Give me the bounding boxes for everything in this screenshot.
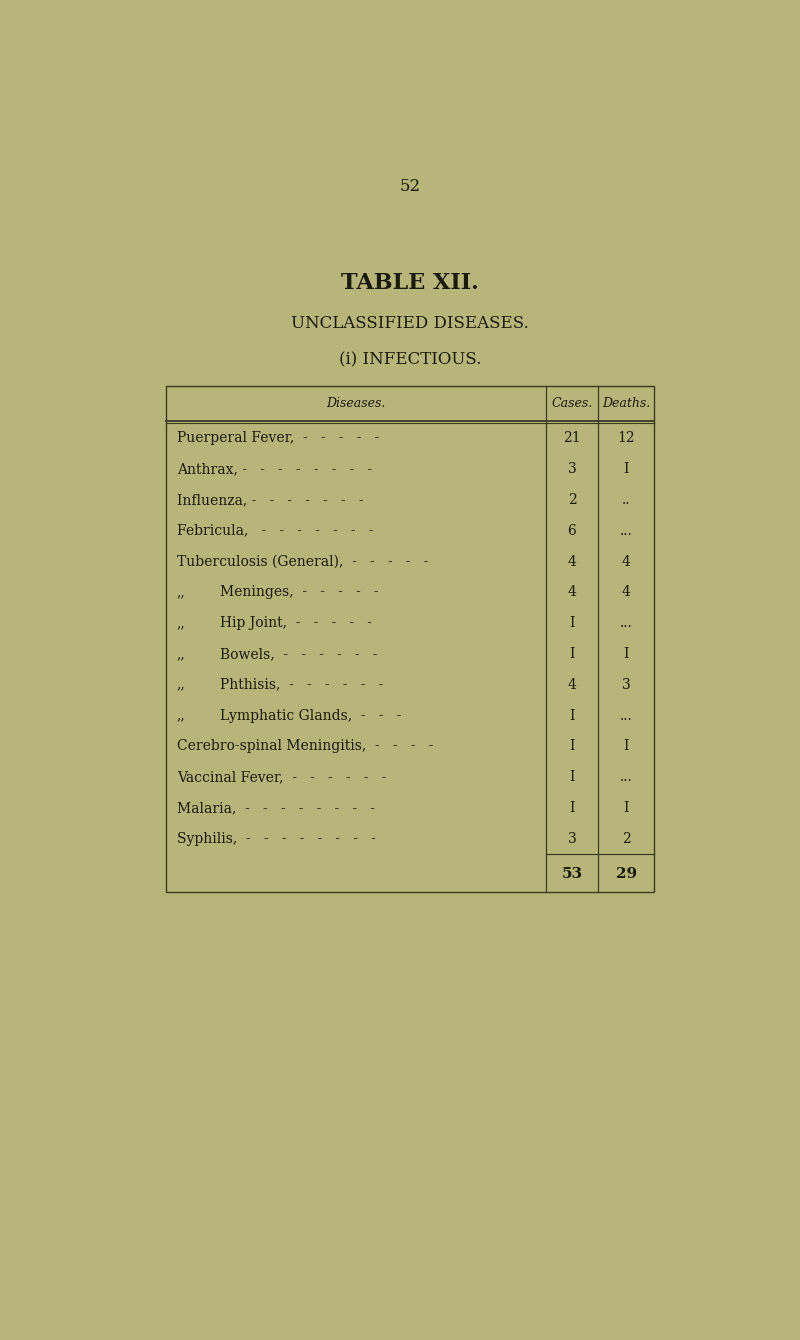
- Text: 4: 4: [567, 586, 577, 599]
- Text: Phthisis,  -   -   -   -   -   -: Phthisis, - - - - - -: [220, 678, 383, 691]
- Text: 21: 21: [563, 431, 581, 445]
- Text: 3: 3: [568, 462, 576, 476]
- Text: Hip Joint,  -   -   -   -   -: Hip Joint, - - - - -: [220, 616, 372, 630]
- Text: ...: ...: [620, 709, 633, 722]
- Text: Puerperal Fever,  -   -   -   -   -: Puerperal Fever, - - - - -: [177, 431, 379, 445]
- Text: (i) INFECTIOUS.: (i) INFECTIOUS.: [339, 351, 481, 369]
- Text: Cerebro-spinal Meningitis,  -   -   -   -: Cerebro-spinal Meningitis, - - - -: [177, 740, 433, 753]
- Text: I: I: [570, 770, 574, 784]
- Text: 3: 3: [622, 678, 630, 691]
- Text: Lymphatic Glands,  -   -   -: Lymphatic Glands, - - -: [220, 709, 402, 722]
- Text: ,,: ,,: [177, 709, 186, 722]
- Text: 12: 12: [618, 431, 635, 445]
- Text: Deaths.: Deaths.: [602, 397, 650, 410]
- Text: ...: ...: [620, 616, 633, 630]
- Text: I: I: [570, 801, 574, 815]
- Text: Vaccinal Fever,  -   -   -   -   -   -: Vaccinal Fever, - - - - - -: [177, 770, 386, 784]
- Text: 3: 3: [568, 832, 576, 846]
- Text: 4: 4: [622, 586, 630, 599]
- Text: Febricula,   -   -   -   -   -   -   -: Febricula, - - - - - - -: [177, 524, 374, 537]
- Text: I: I: [570, 616, 574, 630]
- Text: Syphilis,  -   -   -   -   -   -   -   -: Syphilis, - - - - - - - -: [177, 832, 376, 846]
- Text: I: I: [623, 801, 629, 815]
- Text: 2: 2: [622, 832, 630, 846]
- Text: 53: 53: [562, 867, 582, 882]
- Text: ...: ...: [620, 524, 633, 537]
- Text: ..: ..: [622, 493, 630, 507]
- Text: ,,: ,,: [177, 647, 186, 661]
- Text: Diseases.: Diseases.: [326, 397, 386, 410]
- Text: 52: 52: [399, 178, 421, 194]
- Text: I: I: [623, 462, 629, 476]
- Text: I: I: [570, 740, 574, 753]
- Text: UNCLASSIFIED DISEASES.: UNCLASSIFIED DISEASES.: [291, 315, 529, 332]
- Text: Malaria,  -   -   -   -   -   -   -   -: Malaria, - - - - - - - -: [177, 801, 374, 815]
- Text: Meninges,  -   -   -   -   -: Meninges, - - - - -: [220, 586, 378, 599]
- Text: Cases.: Cases.: [551, 397, 593, 410]
- Bar: [166, 386, 654, 892]
- Text: Influenza, -   -   -   -   -   -   -: Influenza, - - - - - - -: [177, 493, 363, 507]
- Text: ,,: ,,: [177, 678, 186, 691]
- Text: I: I: [570, 647, 574, 661]
- Text: 4: 4: [567, 555, 577, 568]
- Text: 4: 4: [567, 678, 577, 691]
- Text: I: I: [623, 740, 629, 753]
- Text: ,,: ,,: [177, 586, 186, 599]
- Text: Tuberculosis (General),  -   -   -   -   -: Tuberculosis (General), - - - - -: [177, 555, 428, 568]
- Text: Bowels,  -   -   -   -   -   -: Bowels, - - - - - -: [220, 647, 378, 661]
- Text: 6: 6: [568, 524, 576, 537]
- Text: ,,: ,,: [177, 616, 186, 630]
- Text: 2: 2: [568, 493, 576, 507]
- Text: 4: 4: [622, 555, 630, 568]
- Text: ...: ...: [620, 770, 633, 784]
- Text: Anthrax, -   -   -   -   -   -   -   -: Anthrax, - - - - - - - -: [177, 462, 372, 476]
- Text: I: I: [623, 647, 629, 661]
- Text: 29: 29: [616, 867, 637, 882]
- Text: I: I: [570, 709, 574, 722]
- Text: TABLE XII.: TABLE XII.: [341, 272, 479, 295]
